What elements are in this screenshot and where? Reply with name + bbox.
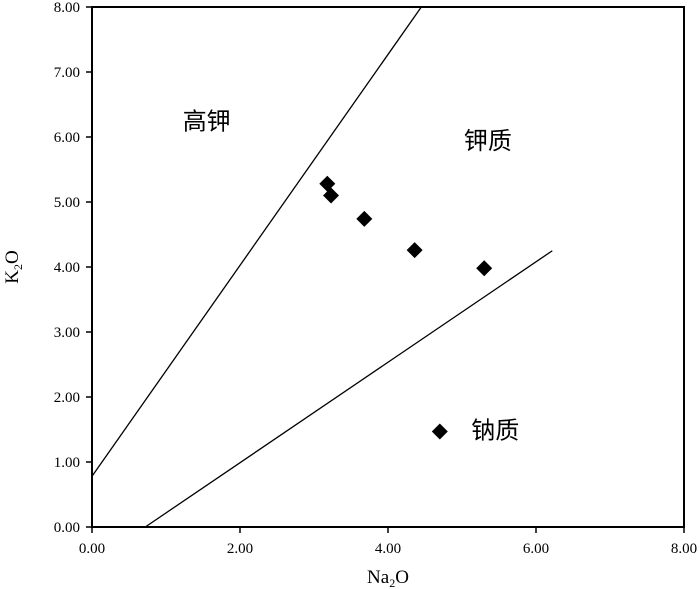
x-tick-label: 6.00 — [523, 541, 549, 557]
y-tick-label: 6.00 — [54, 130, 80, 146]
boundary-lines — [91, 6, 553, 528]
y-tick-label: 2.00 — [54, 390, 80, 406]
data-point — [356, 210, 373, 227]
x-axis-title: Na2O — [367, 567, 409, 589]
data-point — [406, 242, 423, 259]
data-point — [476, 260, 493, 277]
boundary-line-2 — [144, 250, 553, 528]
region-label: 钠质 — [471, 417, 519, 444]
x-tick-label: 2.00 — [227, 541, 253, 557]
x-axis-ticks: 0.00 2.00 4.00 6.00 8.00 — [79, 527, 697, 557]
y-tick-label: 0.00 — [54, 520, 80, 536]
x-tick-label: 4.00 — [375, 541, 401, 557]
region-label: 高钾 — [183, 109, 231, 136]
y-axis-title: K2O — [2, 250, 25, 283]
x-tick-label: 0.00 — [79, 541, 105, 557]
y-axis-ticks: 0.00 1.00 2.00 3.00 4.00 5.00 6.00 7.00 8.00 — [54, 0, 92, 536]
y-tick-label: 4.00 — [54, 260, 80, 276]
data-points — [319, 175, 493, 440]
y-tick-label: 1.00 — [54, 455, 80, 471]
y-tick-label: 8.00 — [54, 0, 80, 16]
region-label: 钾质 — [464, 128, 512, 155]
x-tick-label: 8.00 — [671, 541, 697, 557]
plot-frame — [91, 6, 685, 528]
y-tick-label: 7.00 — [54, 65, 80, 81]
data-point — [319, 175, 336, 192]
y-tick-label: 3.00 — [54, 325, 80, 341]
y-tick-label: 5.00 — [54, 195, 80, 211]
boundary-line-1 — [91, 6, 422, 477]
data-point — [323, 187, 340, 204]
data-point — [431, 423, 448, 440]
